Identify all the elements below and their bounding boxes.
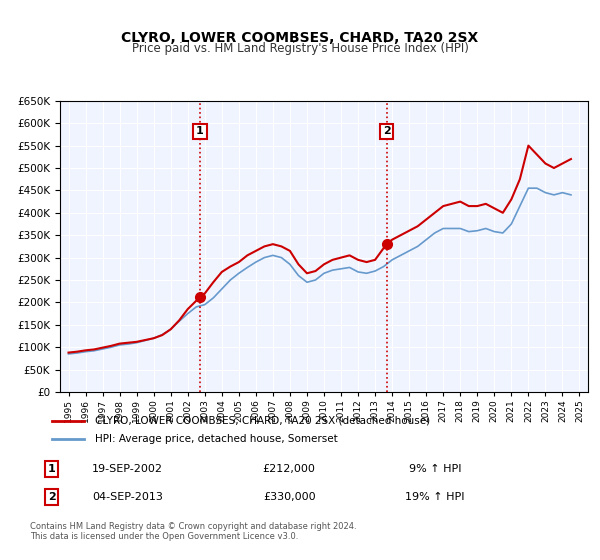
Text: Contains HM Land Registry data © Crown copyright and database right 2024.: Contains HM Land Registry data © Crown c… [30,522,356,531]
Text: Price paid vs. HM Land Registry's House Price Index (HPI): Price paid vs. HM Land Registry's House … [131,42,469,55]
Text: 2: 2 [48,492,55,502]
Text: 9% ↑ HPI: 9% ↑ HPI [409,464,461,474]
Text: CLYRO, LOWER COOMBSES, CHARD, TA20 2SX (detached house): CLYRO, LOWER COOMBSES, CHARD, TA20 2SX (… [95,416,430,426]
Text: £212,000: £212,000 [263,464,316,474]
Text: 2: 2 [383,127,391,137]
Text: 04-SEP-2013: 04-SEP-2013 [92,492,163,502]
Text: 19-SEP-2002: 19-SEP-2002 [92,464,163,474]
Text: HPI: Average price, detached house, Somerset: HPI: Average price, detached house, Some… [95,434,338,444]
Text: 1: 1 [48,464,55,474]
Text: 1: 1 [196,127,204,137]
Text: 19% ↑ HPI: 19% ↑ HPI [405,492,465,502]
Text: This data is licensed under the Open Government Licence v3.0.: This data is licensed under the Open Gov… [30,532,298,541]
Text: CLYRO, LOWER COOMBSES, CHARD, TA20 2SX: CLYRO, LOWER COOMBSES, CHARD, TA20 2SX [121,31,479,45]
Text: £330,000: £330,000 [263,492,316,502]
